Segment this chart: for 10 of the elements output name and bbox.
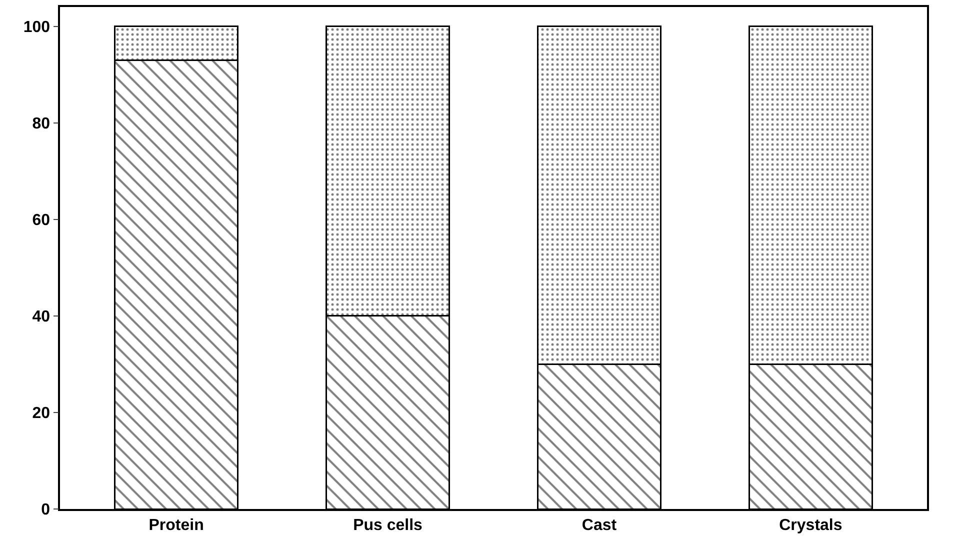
y-tick-label: 100 (23, 18, 50, 36)
y-tick-label: 40 (32, 308, 50, 326)
x-tick-label: Pus cells (353, 516, 423, 534)
x-tick-label: Protein (148, 516, 204, 534)
x-tick-label: Cast (582, 516, 618, 534)
y-tick-label: 0 (41, 502, 50, 519)
y-tick-label: 20 (32, 405, 50, 422)
y-tick-label: 60 (32, 212, 50, 229)
y-tick-label: 80 (32, 115, 50, 132)
x-tick-label: Crystals (779, 516, 842, 534)
